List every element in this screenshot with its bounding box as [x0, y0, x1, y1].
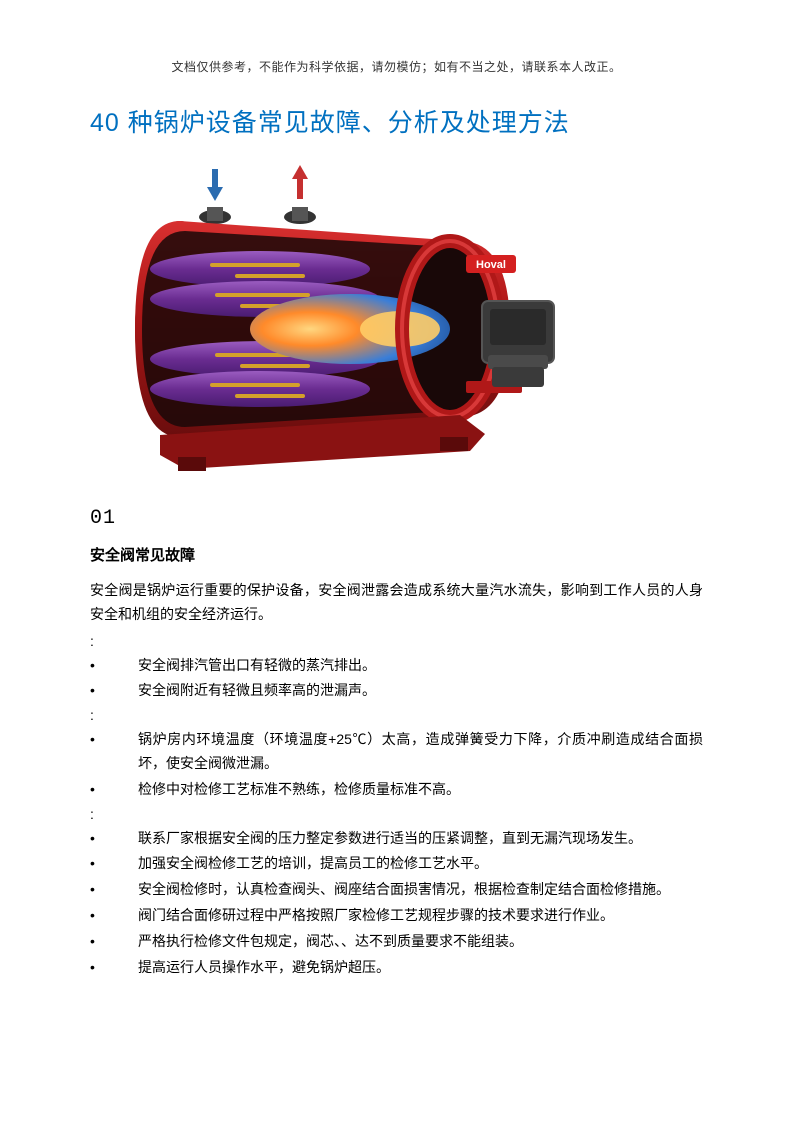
- disclaimer-text: 文档仅供参考，不能作为科学依据，请勿模仿；如有不当之处，请联系本人改正。: [90, 58, 703, 75]
- section-number: 01: [90, 507, 703, 530]
- list-item: •提高运行人员操作水平，避免锅炉超压。: [90, 956, 703, 980]
- bullet-marker-icon: •: [90, 778, 138, 802]
- bullet-marker-icon: •: [90, 654, 138, 678]
- section-heading: 安全阀常见故障: [90, 544, 703, 565]
- group-prefix: :: [90, 631, 703, 652]
- bullet-list: •联系厂家根据安全阀的压力整定参数进行适当的压紧调整，直到无漏汽现场发生。•加强…: [90, 827, 703, 980]
- inlet-arrow-icon: [207, 169, 223, 201]
- list-item: •安全阀附近有轻微且频率高的泄漏声。: [90, 679, 703, 703]
- intro-paragraph: 安全阀是锅炉运行重要的保护设备，安全阀泄露会造成系统大量汽水流失，影响到工作人员…: [90, 579, 703, 627]
- bullet-marker-icon: •: [90, 827, 138, 851]
- group-prefix: :: [90, 804, 703, 825]
- outlet-arrow-icon: [292, 165, 308, 199]
- list-item-text: 锅炉房内环境温度（环境温度+25℃）太高，造成弹簧受力下降，介质冲刷造成结合面损…: [138, 728, 703, 776]
- group-prefix: :: [90, 705, 703, 726]
- bullet-marker-icon: •: [90, 878, 138, 902]
- page-title: 40 种锅炉设备常见故障、分析及处理方法: [90, 103, 703, 139]
- list-item: •阀门结合面修研过程中严格按照厂家检修工艺规程步骤的技术要求进行作业。: [90, 904, 703, 928]
- list-item: •联系厂家根据安全阀的压力整定参数进行适当的压紧调整，直到无漏汽现场发生。: [90, 827, 703, 851]
- list-item: •安全阀排汽管出口有轻微的蒸汽排出。: [90, 654, 703, 678]
- bullet-marker-icon: •: [90, 904, 138, 928]
- list-item: •严格执行检修文件包规定，阀芯、、达不到质量要求不能组装。: [90, 930, 703, 954]
- list-item: •安全阀检修时，认真检查阀头、阀座结合面损害情况，根据检查制定结合面检修措施。: [90, 878, 703, 902]
- bullet-list: •安全阀排汽管出口有轻微的蒸汽排出。•安全阀附近有轻微且频率高的泄漏声。: [90, 654, 703, 704]
- list-item-text: 加强安全阀检修工艺的培训，提高员工的检修工艺水平。: [138, 852, 703, 876]
- bullet-list: •锅炉房内环境温度（环境温度+25℃）太高，造成弹簧受力下降，介质冲刷造成结合面…: [90, 728, 703, 801]
- list-item-text: 安全阀排汽管出口有轻微的蒸汽排出。: [138, 654, 703, 678]
- list-item-text: 检修中对检修工艺标准不熟练，检修质量标准不高。: [138, 778, 703, 802]
- list-item-text: 安全阀附近有轻微且频率高的泄漏声。: [138, 679, 703, 703]
- list-item-text: 安全阀检修时，认真检查阀头、阀座结合面损害情况，根据检查制定结合面检修措施。: [138, 878, 703, 902]
- boiler-illustration: Hoval: [90, 159, 590, 489]
- bullet-marker-icon: •: [90, 956, 138, 980]
- bullet-marker-icon: •: [90, 930, 138, 954]
- content-body: :•安全阀排汽管出口有轻微的蒸汽排出。•安全阀附近有轻微且频率高的泄漏声。:•锅…: [90, 631, 703, 980]
- burner-unit: [482, 301, 554, 387]
- list-item-text: 阀门结合面修研过程中严格按照厂家检修工艺规程步骤的技术要求进行作业。: [138, 904, 703, 928]
- bullet-marker-icon: •: [90, 728, 138, 776]
- bullet-marker-icon: •: [90, 679, 138, 703]
- bullet-marker-icon: •: [90, 852, 138, 876]
- list-item: •检修中对检修工艺标准不熟练，检修质量标准不高。: [90, 778, 703, 802]
- list-item-text: 严格执行检修文件包规定，阀芯、、达不到质量要求不能组装。: [138, 930, 703, 954]
- list-item-text: 提高运行人员操作水平，避免锅炉超压。: [138, 956, 703, 980]
- list-item: •加强安全阀检修工艺的培训，提高员工的检修工艺水平。: [90, 852, 703, 876]
- list-item-text: 联系厂家根据安全阀的压力整定参数进行适当的压紧调整，直到无漏汽现场发生。: [138, 827, 703, 851]
- list-item: •锅炉房内环境温度（环境温度+25℃）太高，造成弹簧受力下降，介质冲刷造成结合面…: [90, 728, 703, 776]
- brand-label: Hoval: [476, 259, 506, 271]
